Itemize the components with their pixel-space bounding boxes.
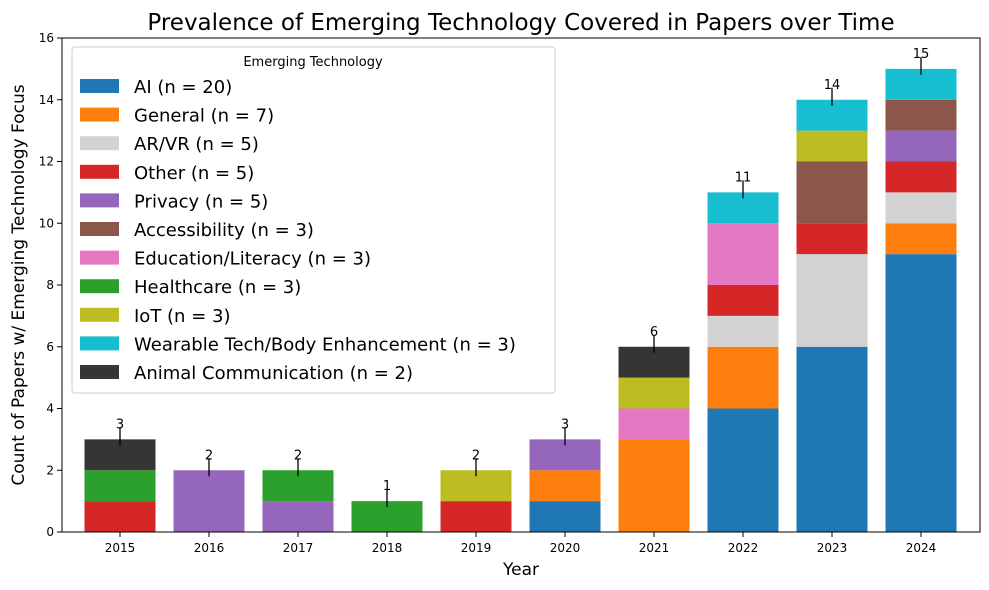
chart-title: Prevalence of Emerging Technology Covere… bbox=[147, 10, 894, 36]
bar-2021-series-8 bbox=[618, 377, 690, 409]
legend-title: Emerging Technology bbox=[243, 55, 383, 70]
total-label: 14 bbox=[824, 78, 841, 93]
x-tick-label: 2021 bbox=[639, 541, 670, 555]
bar-2017-series-4 bbox=[262, 501, 334, 532]
bar-2024-series-4 bbox=[885, 130, 957, 162]
total-label: 3 bbox=[561, 417, 569, 432]
bar-2023-series-8 bbox=[796, 130, 868, 162]
y-tick-label: 2 bbox=[46, 463, 54, 477]
bar-2023-series-0 bbox=[796, 346, 868, 532]
legend-label: IoT (n = 3) bbox=[134, 306, 230, 327]
legend-box bbox=[71, 46, 556, 394]
bar-2023-series-3 bbox=[796, 223, 868, 255]
y-axis: 0 2 4 6 8 10 12 14 16 bbox=[39, 31, 62, 539]
y-tick-label: 8 bbox=[46, 278, 54, 292]
totals-layer: 3 2 2 1 2 3 6 11 14 15 bbox=[116, 47, 930, 508]
x-axis: 2015 2016 2017 2018 2019 2020 2021 2022 2023 2024 bbox=[105, 532, 937, 555]
bar-2023-series-5 bbox=[796, 161, 868, 224]
total-label: 3 bbox=[116, 417, 124, 432]
y-tick-label: 16 bbox=[39, 31, 54, 45]
x-tick-label: 2017 bbox=[283, 541, 314, 555]
x-axis-title: Year bbox=[502, 560, 539, 580]
bar-2022-series-0 bbox=[707, 408, 779, 532]
bar-2022-series-3 bbox=[707, 285, 779, 316]
total-label: 6 bbox=[650, 325, 658, 340]
total-label: 2 bbox=[205, 448, 213, 463]
x-tick-label: 2020 bbox=[550, 541, 581, 555]
x-tick-label: 2023 bbox=[817, 541, 848, 555]
legend-label: Healthcare (n = 3) bbox=[134, 277, 301, 298]
legend-label: Privacy (n = 5) bbox=[134, 191, 268, 212]
legend-swatch bbox=[80, 107, 119, 122]
bar-2020-series-0 bbox=[529, 501, 601, 532]
total-label: 15 bbox=[913, 47, 930, 62]
bar-2021-series-1 bbox=[618, 439, 690, 532]
bar-2024-series-2 bbox=[885, 192, 957, 224]
legend-label: AR/VR (n = 5) bbox=[134, 134, 259, 155]
bar-2019-series-3 bbox=[440, 501, 512, 532]
legend-swatch bbox=[80, 250, 119, 265]
legend-label: General (n = 7) bbox=[134, 106, 274, 127]
x-tick-label: 2015 bbox=[105, 541, 136, 555]
x-tick-label: 2022 bbox=[728, 541, 759, 555]
bar-2020-series-1 bbox=[529, 470, 601, 502]
bar-2016-series-4 bbox=[173, 470, 245, 532]
x-tick-label: 2019 bbox=[461, 541, 492, 555]
y-tick-label: 6 bbox=[46, 340, 54, 354]
bar-2015-series-3 bbox=[84, 501, 156, 532]
x-tick-label: 2016 bbox=[194, 541, 225, 555]
bar-2024-series-3 bbox=[885, 161, 957, 193]
legend-label: Other (n = 5) bbox=[134, 163, 254, 184]
legend-items: AI (n = 20) General (n = 7) AR/VR (n = 5) O… bbox=[80, 77, 516, 384]
bar-2022-series-6 bbox=[707, 223, 779, 285]
y-tick-label: 10 bbox=[39, 216, 54, 230]
legend-label: AI (n = 20) bbox=[134, 77, 232, 98]
legend: Emerging Technology AI (n = 20) General (… bbox=[71, 46, 556, 394]
legend-swatch bbox=[80, 79, 119, 93]
legend-label: Accessibility (n = 3) bbox=[134, 220, 314, 241]
x-tick-label: 2024 bbox=[906, 541, 937, 555]
bar-2021-series-6 bbox=[618, 408, 690, 440]
legend-label: Wearable Tech/Body Enhancement (n = 3) bbox=[134, 334, 516, 355]
y-tick-label: 4 bbox=[46, 402, 54, 416]
legend-label: Education/Literacy (n = 3) bbox=[134, 249, 371, 270]
total-label: 11 bbox=[735, 170, 752, 185]
y-tick-label: 14 bbox=[39, 93, 54, 107]
bar-2015-series-7 bbox=[84, 470, 156, 502]
x-tick-label: 2018 bbox=[372, 541, 403, 555]
legend-swatch bbox=[80, 193, 119, 208]
y-tick-label: 12 bbox=[39, 155, 54, 169]
legend-swatch bbox=[80, 164, 119, 179]
legend-label: Animal Communication (n = 2) bbox=[134, 363, 413, 384]
bar-2024-series-0 bbox=[885, 254, 957, 532]
total-label: 2 bbox=[472, 448, 480, 463]
total-label: 2 bbox=[294, 448, 302, 463]
legend-swatch bbox=[80, 136, 119, 151]
legend-swatch bbox=[80, 307, 119, 322]
legend-swatch bbox=[80, 279, 119, 294]
legend-swatch bbox=[80, 365, 119, 379]
total-label: 1 bbox=[383, 479, 391, 494]
bars-layer bbox=[84, 68, 957, 532]
bar-2024-series-1 bbox=[885, 223, 957, 255]
y-axis-title: Count of Papers w/ Emerging Technology F… bbox=[9, 84, 29, 485]
legend-swatch bbox=[80, 222, 119, 236]
y-tick-label: 0 bbox=[46, 525, 54, 539]
bar-2022-series-1 bbox=[707, 346, 779, 409]
bar-2023-series-2 bbox=[796, 254, 868, 347]
bar-2024-series-5 bbox=[885, 99, 957, 131]
bar-2022-series-2 bbox=[707, 315, 779, 347]
legend-swatch bbox=[80, 336, 119, 351]
